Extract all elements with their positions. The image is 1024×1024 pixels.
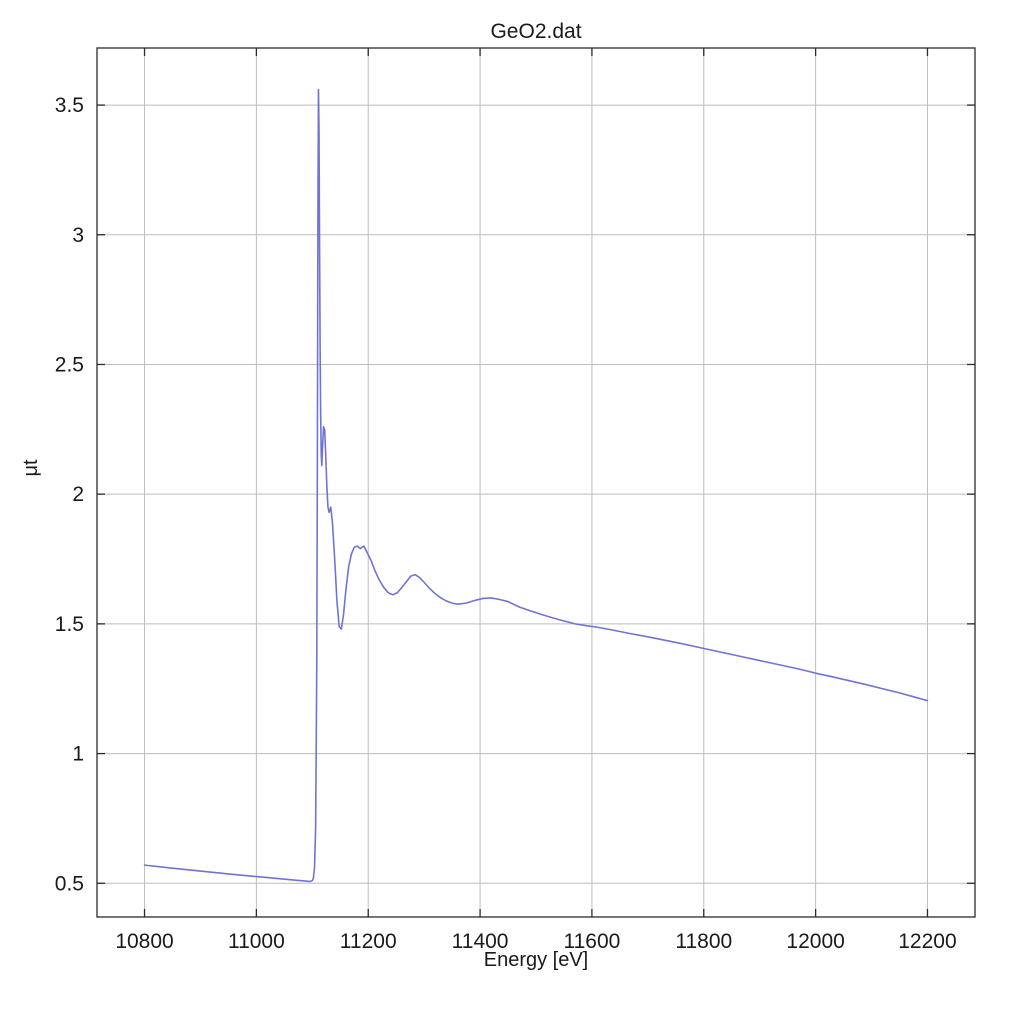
x-tick-label: 11200 xyxy=(340,930,397,953)
x-tick-label: 11400 xyxy=(452,930,509,953)
y-tick-label: 3.5 xyxy=(55,94,84,117)
x-tick-label: 11800 xyxy=(675,930,732,953)
data-series xyxy=(143,88,929,883)
chart-title: GeO2.dat xyxy=(490,20,581,43)
tick-labels: 10800 11000 11200 11400 11600 11800 12000 12200… xyxy=(55,94,957,953)
data-line xyxy=(143,88,929,883)
y-tick-label: 2.5 xyxy=(55,353,84,376)
y-tick-label: 3 xyxy=(72,224,84,247)
y-axis-label: μt xyxy=(20,459,42,477)
grid-lines xyxy=(97,48,975,917)
y-tick-label: 1.5 xyxy=(55,613,84,636)
x-tick-label: 11600 xyxy=(564,930,621,953)
x-tick-label: 10800 xyxy=(115,930,173,953)
x-tick-label: 12000 xyxy=(786,930,844,953)
plot-frame xyxy=(96,47,976,918)
y-tick-label: 0.5 xyxy=(55,872,84,895)
x-tick-label: 12200 xyxy=(898,930,956,953)
tick-marks xyxy=(97,48,975,917)
x-tick-label: 11000 xyxy=(228,930,285,953)
y-tick-label: 1 xyxy=(72,743,84,766)
x-axis-label: Energy [eV] xyxy=(484,949,589,971)
y-tick-label: 2 xyxy=(72,483,84,506)
